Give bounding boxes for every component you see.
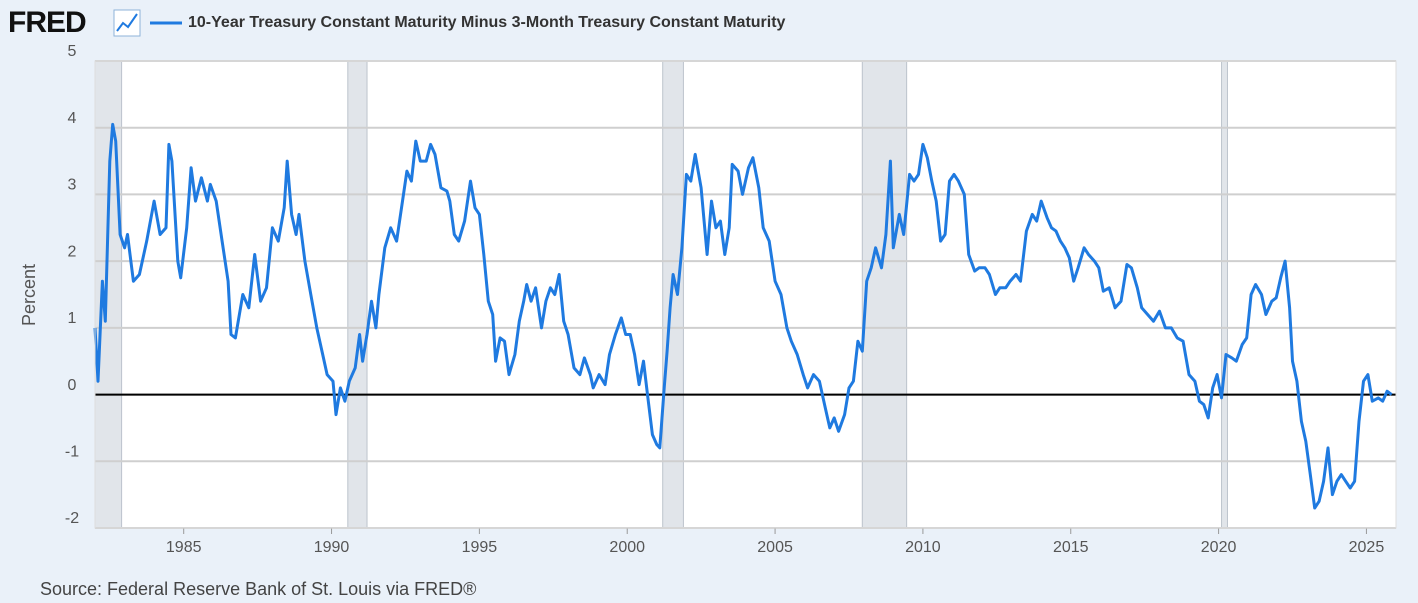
recession-band	[347, 60, 368, 529]
x-tick-label: 1990	[314, 539, 350, 556]
y-tick-label: 1	[68, 310, 77, 327]
x-tick-label: 2000	[609, 539, 645, 556]
y-tick-label: 3	[68, 177, 77, 194]
x-tick-label: 1995	[462, 539, 498, 556]
x-tick-label: 2010	[905, 539, 941, 556]
y-tick-label: -1	[65, 444, 79, 461]
x-tick-label: 2005	[757, 539, 793, 556]
y-tick-label: 0	[68, 377, 77, 394]
legend-label: 10-Year Treasury Constant Maturity Minus…	[188, 14, 786, 31]
recession-band	[861, 60, 908, 529]
logo-icon	[113, 9, 141, 37]
x-tick-label: 2020	[1201, 539, 1237, 556]
y-axis-label: Percent	[19, 264, 39, 326]
plot-border	[94, 60, 1397, 529]
y-tick-label: 2	[68, 243, 77, 260]
x-tick-label: 2025	[1349, 539, 1385, 556]
y-tick-label: -2	[65, 510, 79, 527]
recession-band	[94, 60, 123, 529]
recession-band	[1221, 60, 1228, 529]
recession-band	[662, 60, 684, 529]
x-tick-label: 2015	[1053, 539, 1089, 556]
logo: FRED	[8, 6, 86, 39]
source: Source: Federal Reserve Bank of St. Loui…	[40, 579, 476, 599]
plot-area	[95, 61, 1396, 528]
series-line	[93, 122, 1393, 510]
x-tick-label: 1985	[166, 539, 202, 556]
y-tick-label: 5	[68, 43, 77, 60]
y-tick-label: 4	[68, 110, 77, 127]
